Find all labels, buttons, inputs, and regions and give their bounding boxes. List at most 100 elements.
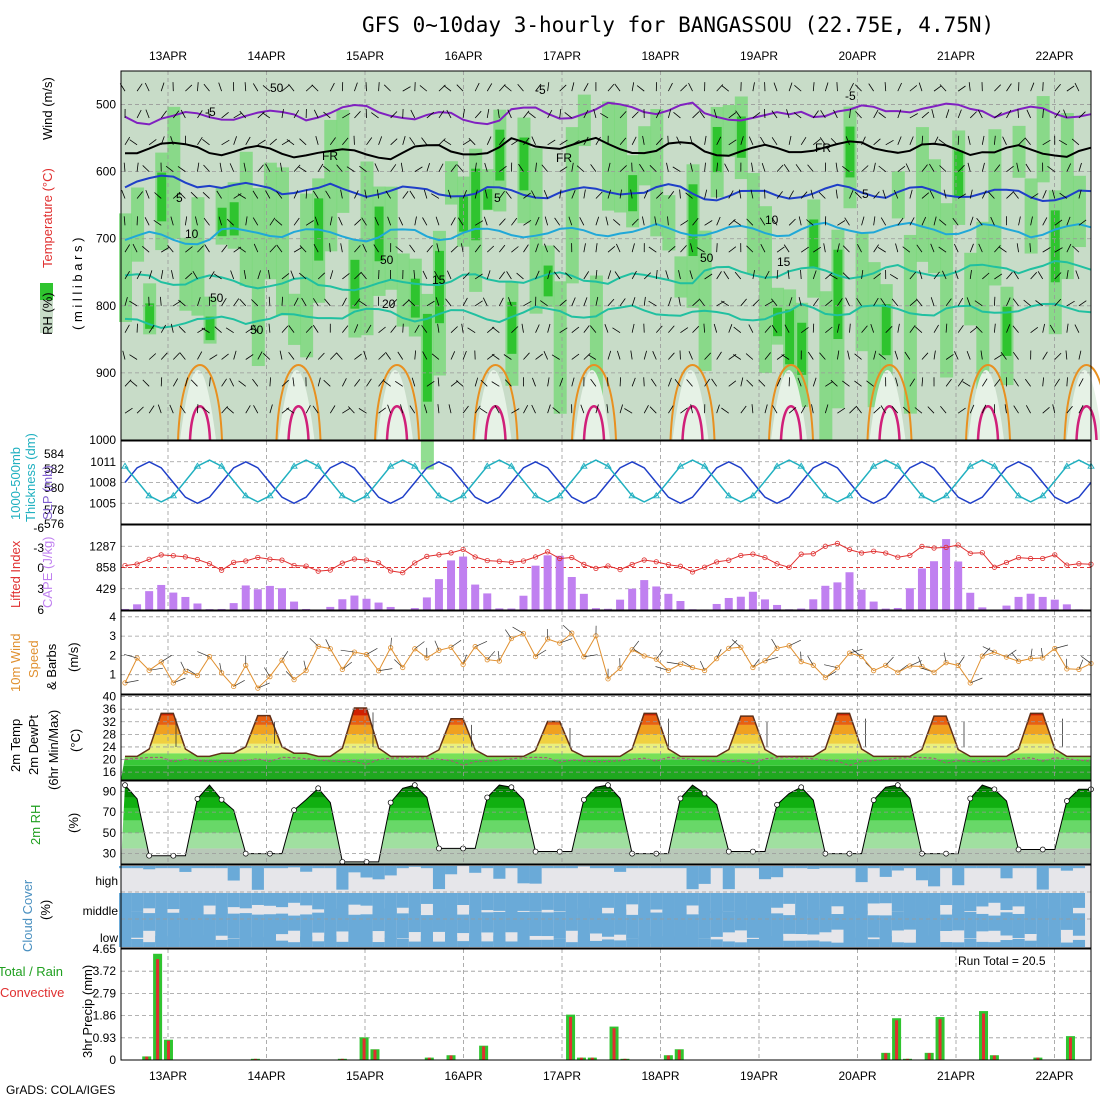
wind-barb <box>197 651 210 657</box>
wind-barb <box>251 299 259 307</box>
cloud-cell-lower <box>493 911 506 920</box>
cloud-cell-lower <box>746 938 759 947</box>
thickness-line <box>124 459 1092 503</box>
wind-barb <box>854 353 862 360</box>
contour-label: 50 <box>700 251 714 265</box>
rh-moist-band <box>614 104 628 213</box>
wind-barb <box>225 327 234 333</box>
wind-barb <box>341 378 347 387</box>
wind-barb <box>252 217 259 226</box>
wind-barb <box>673 111 681 119</box>
wind-barb <box>1047 165 1056 172</box>
wind-barb <box>1078 659 1084 670</box>
cloud-cell-lower <box>795 940 808 947</box>
cape-bar <box>966 592 975 610</box>
cloud-cell-lower <box>324 935 337 947</box>
wind-barb <box>655 269 658 280</box>
wind-barb <box>746 218 754 226</box>
contour-label: -5 <box>205 105 216 119</box>
wind-barb <box>360 271 367 280</box>
wind-barb <box>129 380 138 387</box>
wind-barb <box>716 649 722 659</box>
wind-barb <box>298 166 307 172</box>
cape-bar <box>253 589 262 610</box>
profile-ylabel-temp: Temperature (°C) <box>40 168 55 268</box>
rh-point <box>484 794 491 801</box>
wind-barb <box>909 217 915 226</box>
wind-barb <box>218 216 222 226</box>
precip-convective-bar <box>982 1013 986 1060</box>
cloud-cell-high <box>686 866 699 890</box>
cloud-cell-high <box>445 866 458 875</box>
wind-barb <box>342 407 351 414</box>
contour-label: 50 <box>380 253 394 267</box>
wind-barb <box>607 350 612 360</box>
wind-barb <box>583 189 586 199</box>
wind-barb <box>1078 111 1086 119</box>
cloud-cell-middle <box>263 893 276 906</box>
rh-point <box>894 782 901 789</box>
rh-point <box>218 796 225 803</box>
wind-barb <box>1012 325 1019 333</box>
cloud-cell-lower <box>131 911 144 920</box>
wind-barb <box>559 166 568 172</box>
rh-saturated-band <box>205 316 215 341</box>
wind-barb <box>528 112 536 119</box>
wind-barb <box>668 245 676 253</box>
wind-barb <box>245 216 248 226</box>
wind-barb <box>400 162 404 172</box>
cloud-cell-lower <box>722 911 735 920</box>
cape-bar <box>724 597 733 610</box>
wind-barb <box>422 351 428 360</box>
wind-speed-point <box>520 630 527 637</box>
wind-barb <box>336 164 343 172</box>
wind-barb <box>1054 378 1061 387</box>
wind-barb <box>873 350 877 360</box>
wind-speed-point <box>279 657 285 663</box>
wind-barb <box>897 82 902 92</box>
wind-barb <box>348 406 355 414</box>
cloud-cell-high <box>469 866 482 873</box>
rh-saturated-band <box>519 137 529 191</box>
precip-convective-bar <box>927 1053 931 1060</box>
wind-barb <box>1042 139 1051 146</box>
wind-barb <box>293 164 301 172</box>
profile-ylabel-wind: Wind (m/s) <box>40 77 55 140</box>
temp-band <box>121 759 1091 766</box>
wind-speed-point <box>1003 654 1010 660</box>
thickness-marker <box>386 462 395 469</box>
wind-barb <box>656 650 663 660</box>
rh-point <box>991 786 998 793</box>
wind-barb <box>354 218 362 226</box>
wind-barb <box>945 378 952 387</box>
wind-barb <box>324 298 331 307</box>
cloud-cell-lower <box>674 937 687 947</box>
wind-barb <box>866 380 874 387</box>
cloud-cell-low <box>589 920 603 934</box>
wind-barb <box>402 323 404 333</box>
cloud-cell-lower <box>855 910 868 920</box>
wind-barb <box>825 299 833 307</box>
cloud-cell-lower <box>312 912 325 920</box>
wind-speed-point <box>967 680 973 686</box>
rh-moist-band <box>336 109 350 213</box>
cloud-cell-low <box>1060 920 1073 930</box>
contour-label: 10 <box>765 213 779 227</box>
tick-label: 0.93 <box>93 1031 117 1045</box>
wind-barb <box>1025 405 1031 414</box>
cloud-cell-middle <box>143 893 156 909</box>
contour-label: -5 <box>845 89 856 103</box>
rh-moist-band <box>855 233 869 352</box>
temp-frame <box>120 694 1092 781</box>
cloud-cell-lower <box>239 913 252 920</box>
cloud-cell-lower <box>650 912 663 920</box>
wind-barb <box>942 270 947 280</box>
wind-barb <box>354 353 362 360</box>
wind-barb <box>588 354 597 360</box>
wind-barb <box>583 83 589 92</box>
cloud-cell-lower <box>602 913 615 920</box>
cloud-cell-high <box>565 866 578 869</box>
rh-moist-band <box>1072 175 1086 248</box>
wind-barb <box>257 139 266 146</box>
